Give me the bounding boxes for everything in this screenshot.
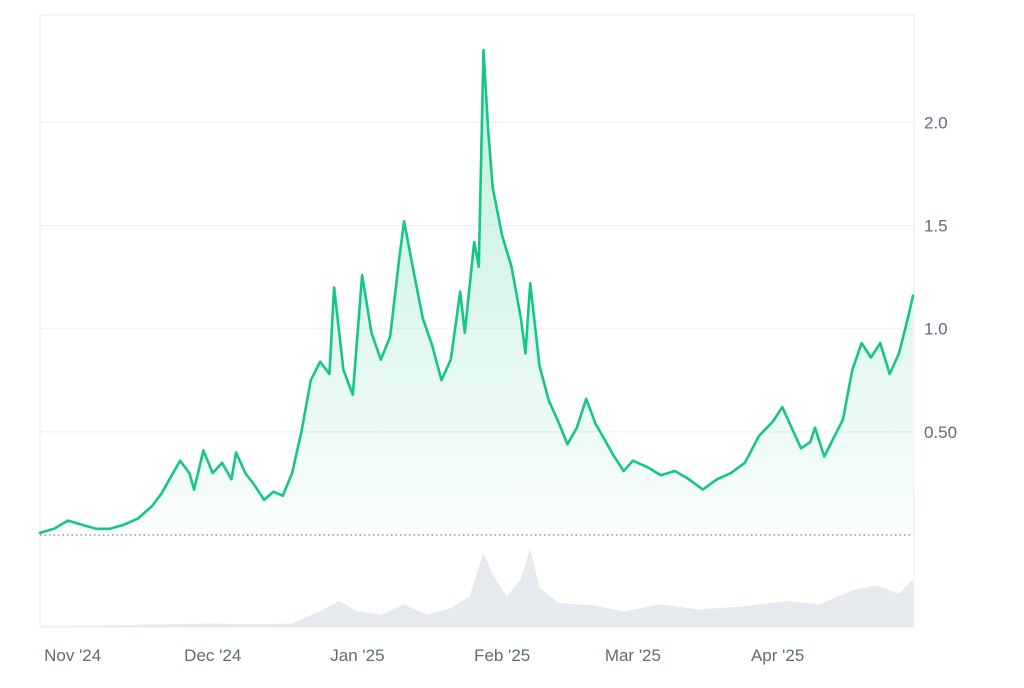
x-tick-label: Mar '25 [605,646,661,665]
y-tick-label: 0.50 [924,423,957,442]
x-tick-label: Apr '25 [751,646,804,665]
x-tick-label: Nov '24 [44,646,101,665]
x-tick-label: Feb '25 [474,646,530,665]
x-tick-label: Dec '24 [184,646,241,665]
x-tick-label: Jan '25 [330,646,384,665]
y-tick-label: 1.0 [924,320,948,339]
y-tick-label: 2.0 [924,113,948,132]
y-axis-ticks: 0.50 1.0 1.5 2.0 [924,113,957,442]
y-tick-label: 1.5 [924,216,948,235]
x-axis-ticks: Nov '24 Dec '24 Jan '25 Feb '25 Mar '25 Apr '… [44,646,804,665]
